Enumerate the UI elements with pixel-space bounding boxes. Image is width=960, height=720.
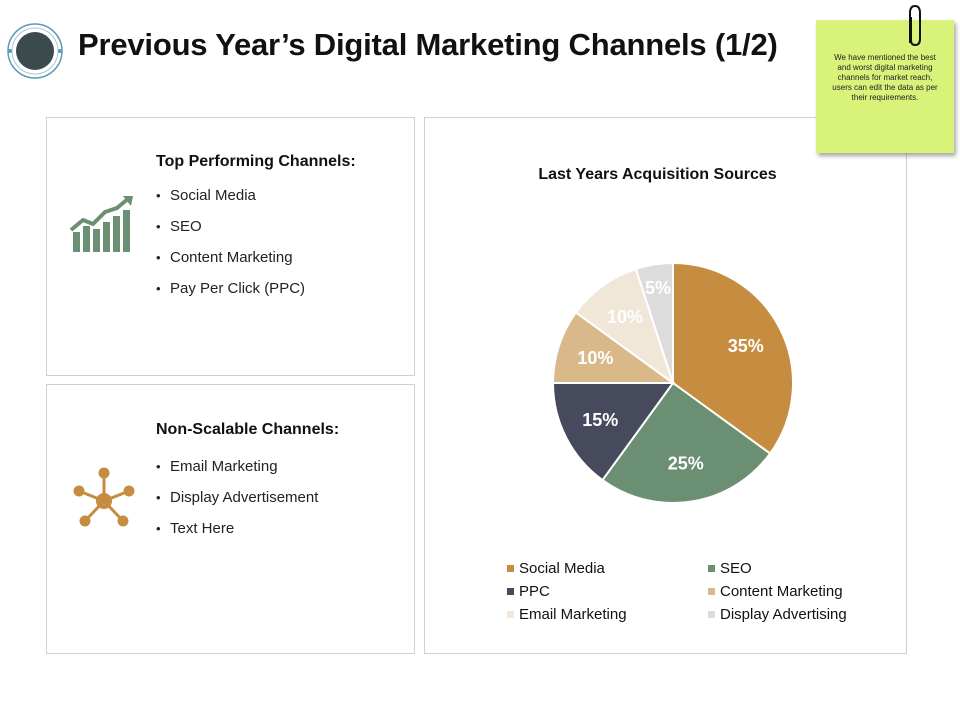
paperclip-icon bbox=[909, 4, 921, 47]
chart-title: Last Years Acquisition Sources bbox=[538, 166, 777, 183]
pie-chart: 35%25%15%10%10%5% bbox=[551, 261, 794, 504]
sticky-note-text: We have mentioned the best and worst dig… bbox=[832, 53, 938, 102]
legend-swatch bbox=[708, 565, 715, 572]
legend-label: PPC bbox=[519, 583, 550, 600]
chart-panel: Last Years Acquisition Sources 35% 25% 15%… bbox=[424, 117, 907, 654]
list-item: Pay Per Click (PPC) bbox=[156, 279, 305, 310]
legend-swatch bbox=[507, 565, 514, 572]
list-item: Social Media bbox=[156, 186, 305, 217]
network-hub-icon bbox=[73, 467, 135, 527]
pie-slice-ppc bbox=[551, 382, 675, 482]
chart-legend: Social Media SEO PPC Content Marketing Email… bbox=[507, 559, 887, 624]
legend-item: Display Advertising bbox=[708, 605, 888, 624]
pie-slice-content-marketing bbox=[551, 311, 677, 384]
non-scalable-list: Email Marketing Display Advertisement Te… bbox=[156, 457, 318, 550]
legend-item: Email Marketing bbox=[507, 605, 708, 624]
pie-data-label: 15% bbox=[582, 410, 618, 430]
list-item: Email Marketing bbox=[156, 457, 318, 488]
list-item: Text Here bbox=[156, 519, 318, 550]
legend-swatch bbox=[708, 588, 715, 595]
legend-item: Social Media bbox=[507, 559, 708, 578]
pie-data-label: 35% bbox=[728, 336, 764, 356]
legend-label: Email Marketing bbox=[519, 606, 627, 623]
pie-data-label: 25% bbox=[668, 454, 704, 474]
top-performing-heading: Top Performing Channels: bbox=[156, 153, 356, 170]
list-item: Content Marketing bbox=[156, 248, 305, 279]
top-performing-panel: Top Performing Channels: Social Media SE… bbox=[46, 117, 415, 376]
legend-label: Display Advertising bbox=[720, 606, 847, 623]
list-item: SEO bbox=[156, 217, 305, 248]
list-item: Display Advertisement bbox=[156, 488, 318, 519]
pie-slice-social-media bbox=[672, 261, 794, 455]
legend-label: Content Marketing bbox=[720, 583, 843, 600]
legend-item: PPC bbox=[507, 582, 708, 601]
pie-slice-seo bbox=[601, 381, 772, 504]
legend-label: SEO bbox=[720, 560, 752, 577]
legend-swatch bbox=[708, 611, 715, 618]
legend-label: Social Media bbox=[519, 560, 605, 577]
pie-data-label: 10% bbox=[607, 307, 643, 327]
legend-item: SEO bbox=[708, 559, 888, 578]
pie-slice-display-advertising bbox=[634, 261, 674, 384]
non-scalable-panel: Non-Scalable Channels: Email Marketing D… bbox=[46, 384, 415, 654]
pie-data-label: 5% bbox=[645, 278, 671, 298]
pie-data-label: 10% bbox=[577, 348, 613, 368]
growth-chart-icon bbox=[69, 196, 133, 252]
sticky-note: We have mentioned the best and worst dig… bbox=[816, 20, 954, 153]
page-title: Previous Year’s Digital Marketing Channe… bbox=[78, 27, 778, 62]
top-performing-list: Social Media SEO Content Marketing Pay P… bbox=[156, 186, 305, 310]
legend-swatch bbox=[507, 611, 514, 618]
non-scalable-heading: Non-Scalable Channels: bbox=[156, 421, 340, 438]
legend-item: Content Marketing bbox=[708, 582, 888, 601]
legend-swatch bbox=[507, 588, 514, 595]
pie-slice-email-marketing bbox=[574, 267, 675, 386]
logo-icon bbox=[7, 23, 63, 79]
